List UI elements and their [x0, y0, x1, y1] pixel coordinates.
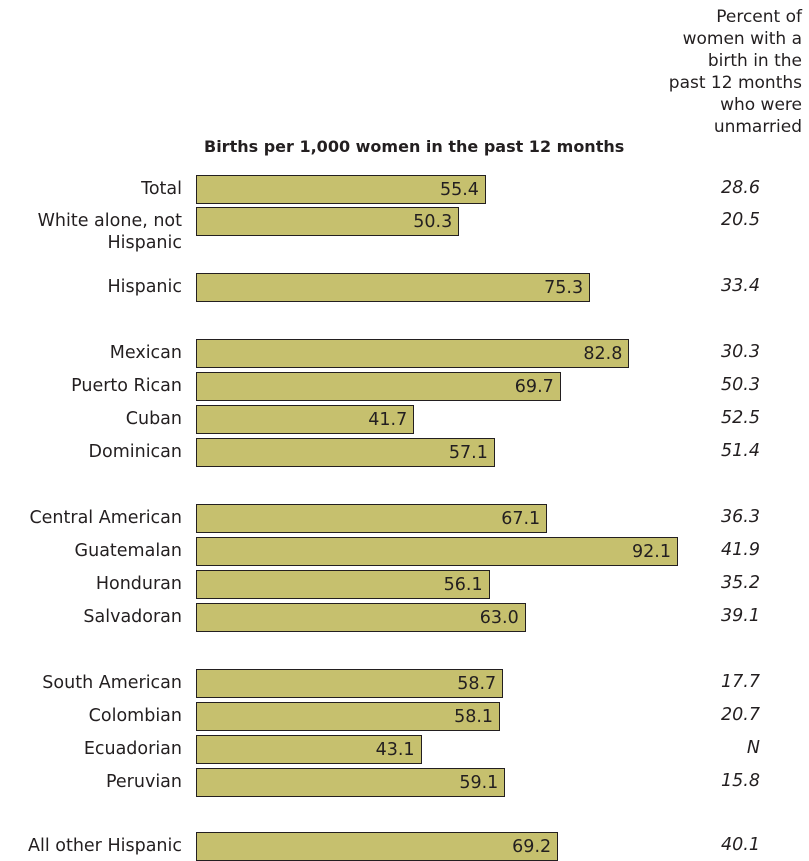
bar: 82.8	[196, 339, 630, 368]
bar: 63.0	[196, 603, 526, 632]
percent-unmarried-value: 52.5	[721, 408, 760, 428]
bar: 58.7	[196, 669, 504, 698]
bar-value-label: 82.8	[583, 343, 623, 364]
percent-unmarried-value: 41.9	[721, 540, 760, 560]
bar: 55.4	[196, 175, 486, 204]
percent-unmarried-value: 20.7	[721, 705, 760, 725]
category-label: Guatemalan	[74, 541, 182, 561]
percent-unmarried-value: 28.6	[721, 178, 760, 198]
bar: 59.1	[196, 768, 506, 797]
bar-value-label: 58.7	[457, 673, 497, 694]
category-label: Ecuadorian	[83, 739, 182, 759]
percent-unmarried-value: 30.3	[721, 342, 760, 362]
header-line: birth in the	[707, 51, 802, 71]
category-label: Salvadoran	[83, 607, 182, 627]
header-line: past 12 months	[668, 73, 802, 93]
category-label: Puerto Rican	[71, 376, 182, 396]
bar-value-label: 69.7	[514, 376, 554, 397]
category-label: All other Hispanic	[28, 836, 182, 856]
percent-unmarried-value: 35.2	[721, 573, 760, 593]
bar-value-label: 41.7	[368, 409, 408, 430]
header-line: who were	[720, 95, 802, 115]
header-line: women with a	[682, 29, 802, 49]
bar: 56.1	[196, 570, 490, 599]
percent-unmarried-value: 36.3	[721, 507, 760, 527]
bar-value-label: 56.1	[443, 574, 483, 595]
percent-unmarried-value: 50.3	[721, 375, 760, 395]
category-label: Central American	[29, 508, 182, 528]
bar: 69.7	[196, 372, 561, 401]
bar-value-label: 43.1	[375, 739, 415, 760]
category-label: South American	[42, 673, 182, 693]
percent-unmarried-value: 51.4	[721, 441, 760, 461]
chart-title: Births per 1,000 women in the past 12 mo…	[204, 137, 625, 156]
percent-unmarried-value: 20.5	[721, 210, 760, 230]
category-label: Mexican	[109, 343, 182, 363]
percent-unmarried-value: 33.4	[721, 276, 760, 296]
category-label: White alone, not Hispanic	[37, 211, 182, 253]
bar-value-label: 69.2	[512, 836, 552, 857]
category-label: Total	[141, 179, 182, 199]
percent-unmarried-value: 17.7	[721, 672, 760, 692]
percent-unmarried-value: 15.8	[721, 771, 760, 791]
bar-value-label: 67.1	[501, 508, 541, 529]
bar-value-label: 50.3	[413, 211, 453, 232]
bar: 67.1	[196, 504, 548, 533]
percent-unmarried-value: N	[746, 738, 760, 758]
bar: 50.3	[196, 207, 460, 236]
percent-unmarried-value: 40.1	[721, 835, 760, 855]
bar: 92.1	[196, 537, 678, 566]
header-line: Percent of	[716, 7, 802, 27]
bar-value-label: 58.1	[454, 706, 494, 727]
category-label: Hispanic	[107, 277, 182, 297]
bar-value-label: 57.1	[448, 442, 488, 463]
bar-value-label: 55.4	[439, 179, 479, 200]
bar: 75.3	[196, 273, 591, 302]
bar: 69.2	[196, 832, 559, 861]
category-label: Peruvian	[105, 772, 182, 792]
bar: 58.1	[196, 702, 501, 731]
percent-unmarried-value: 39.1	[721, 606, 760, 626]
category-label: Colombian	[88, 706, 182, 726]
bar-value-label: 92.1	[632, 541, 671, 562]
bar-value-label: 75.3	[544, 277, 584, 298]
bar: 57.1	[196, 438, 495, 467]
category-label: Cuban	[125, 409, 182, 429]
bar-value-label: 63.0	[479, 607, 519, 628]
bar: 43.1	[196, 735, 422, 764]
bar: 41.7	[196, 405, 415, 434]
bar-value-label: 59.1	[459, 772, 499, 793]
category-label: Honduran	[95, 574, 182, 594]
category-label: Dominican	[88, 442, 182, 462]
percent-unmarried-header: Percent of women with a birth in the past 1…	[652, 6, 802, 138]
header-line: unmarried	[713, 117, 802, 137]
